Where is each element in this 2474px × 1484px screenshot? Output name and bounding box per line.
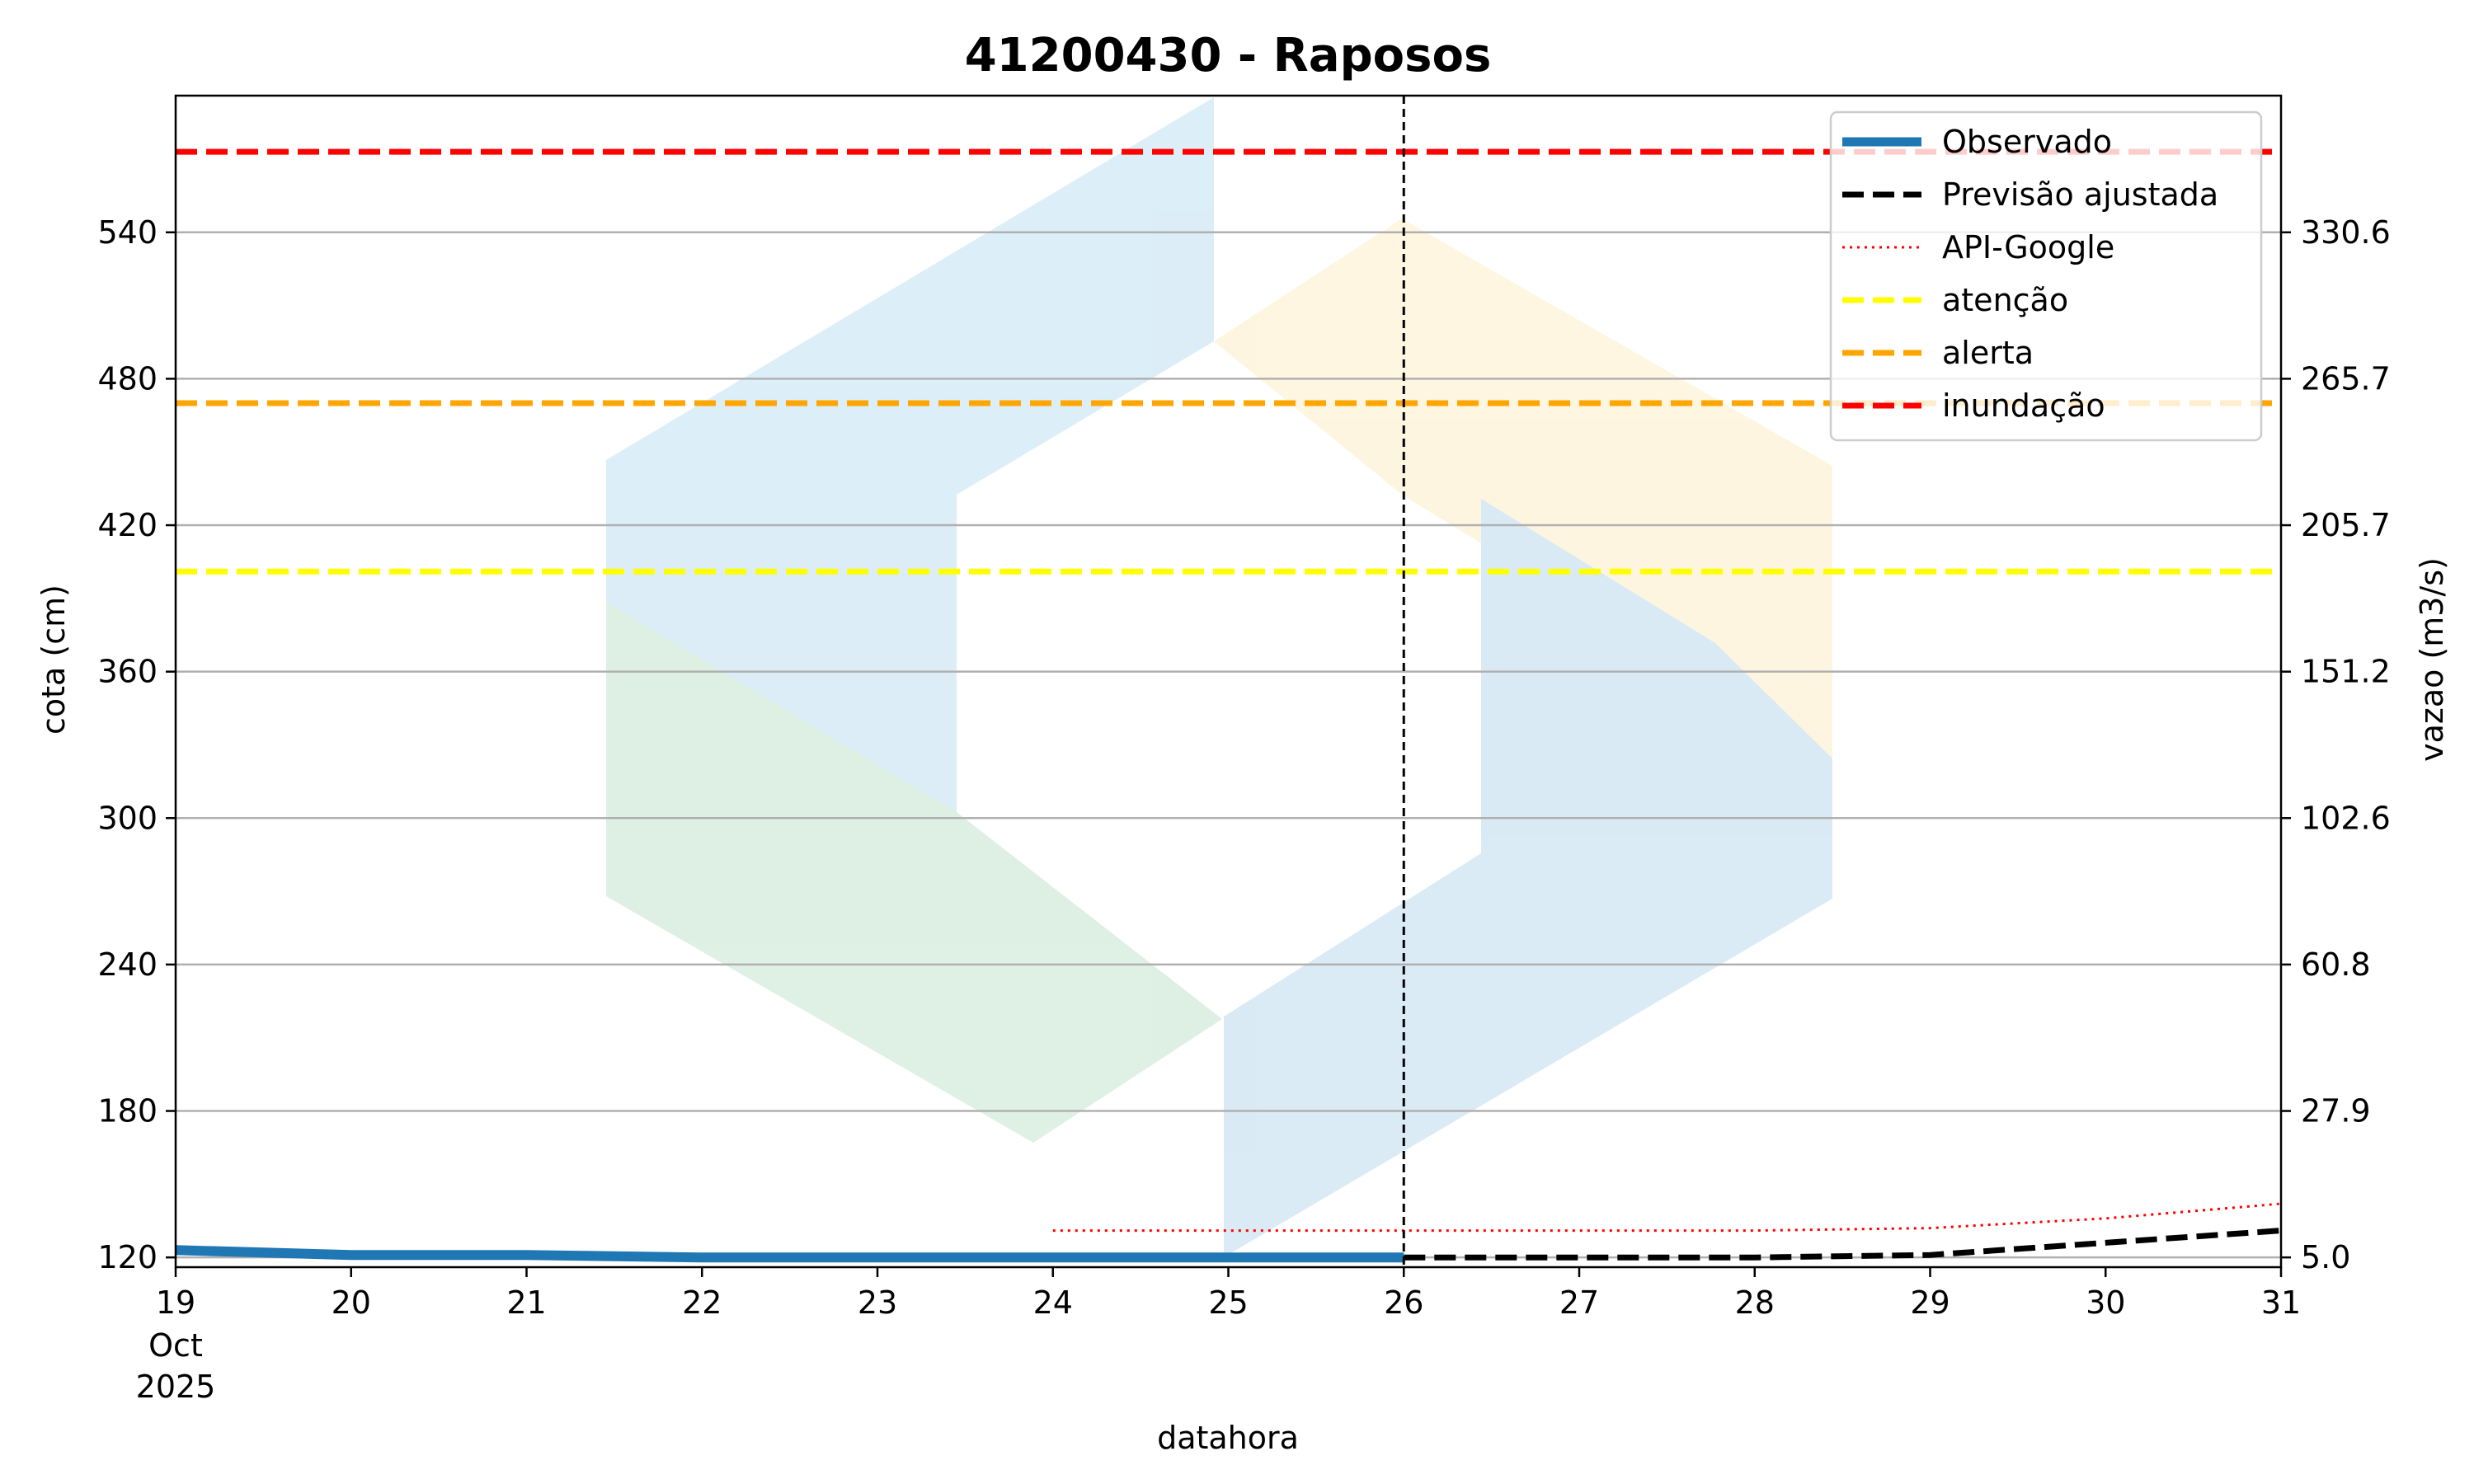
y-right-tick-label: 102.6 (2301, 800, 2391, 836)
y-tick-label: 240 (97, 946, 158, 983)
y-tick-label: 540 (97, 214, 158, 251)
x-axis: 19 20 21 22 23 24 25 26 27 28 29 30 31 Oct 2025 (136, 1267, 2301, 1405)
y-right-tick-label: 151.2 (2301, 654, 2391, 690)
chart-title: 41200430 - Raposos (965, 29, 1492, 82)
x-tick-label: 28 (1735, 1284, 1775, 1321)
y-axis-right: 5.0 27.9 60.8 102.6 151.2 205.7 265.7 330.6 (2281, 214, 2391, 1275)
legend: Observado Previsão ajustada API-Google aten… (1829, 110, 2263, 442)
y-tick-label: 120 (97, 1239, 158, 1275)
x-tick-label: 29 (1910, 1284, 1950, 1321)
watermark-logo-blue-upper (606, 97, 1214, 862)
y-tick-label: 360 (97, 654, 158, 690)
x-tick-label: 26 (1384, 1284, 1423, 1321)
y-right-tick-label: 205.7 (2301, 507, 2391, 543)
x-tick-sublabel: 2025 (136, 1369, 216, 1405)
legend-label: atenção (1942, 282, 2068, 318)
y-right-tick-label: 330.6 (2301, 214, 2391, 251)
y-axis-left: 120 180 240 300 360 420 480 540 (97, 214, 176, 1275)
y-right-tick-label: 27.9 (2301, 1093, 2371, 1129)
x-tick-label: 19 (156, 1284, 195, 1321)
y-tick-label: 180 (97, 1093, 158, 1129)
x-tick-sublabel: Oct (148, 1327, 203, 1364)
legend-label: Previsão ajustada (1942, 176, 2218, 213)
watermark-logo (606, 97, 1832, 1257)
y-axis-label: cota (cm) (35, 585, 72, 735)
y-right-tick-label: 5.0 (2301, 1239, 2350, 1275)
x-tick-label: 31 (2261, 1284, 2301, 1321)
x-tick-label: 27 (1559, 1284, 1599, 1321)
x-tick-label: 23 (858, 1284, 897, 1321)
x-tick-label: 20 (332, 1284, 371, 1321)
y-tick-label: 480 (97, 360, 158, 397)
series-line (1404, 1228, 2282, 1261)
watermark-logo-blue-lower (1224, 499, 1832, 1257)
y-tick-label: 300 (97, 800, 158, 836)
y-right-tick-label: 265.7 (2301, 360, 2391, 397)
legend-label: alerta (1942, 335, 2034, 371)
series-line (175, 1245, 1404, 1263)
x-tick-label: 24 (1033, 1284, 1073, 1321)
x-tick-label: 22 (682, 1284, 722, 1321)
legend-label: API-Google (1942, 229, 2114, 265)
y-axis-right-label: vazao (m3/s) (2414, 557, 2450, 762)
x-tick-label: 30 (2086, 1284, 2125, 1321)
x-axis-label: datahora (1157, 1420, 1299, 1456)
legend-label: Observado (1942, 124, 2112, 160)
x-tick-label: 21 (506, 1284, 546, 1321)
watermark-logo-green (606, 602, 1222, 1143)
y-right-tick-label: 60.8 (2301, 946, 2371, 983)
legend-box (1829, 110, 2263, 442)
legend-label: inundação (1942, 387, 2105, 424)
data-series (175, 1202, 2282, 1263)
y-tick-label: 420 (97, 507, 158, 543)
x-tick-label: 25 (1208, 1284, 1248, 1321)
